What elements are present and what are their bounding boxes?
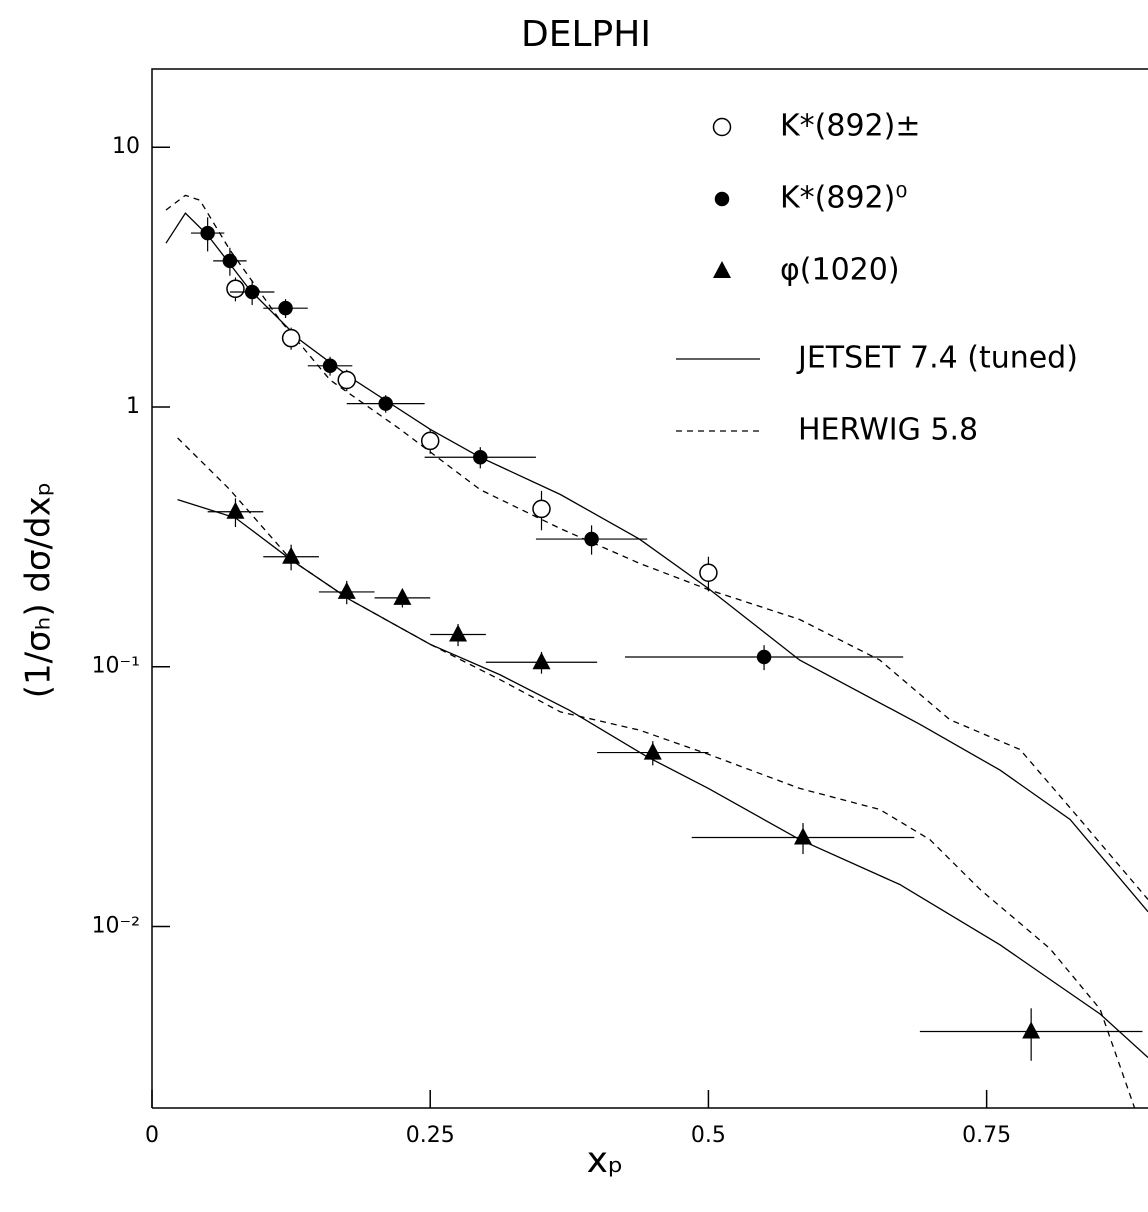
x-tick-label: 0.25 — [406, 1123, 455, 1148]
data-point — [393, 587, 412, 605]
model-curve — [177, 498, 1148, 1058]
data-point — [1022, 1021, 1041, 1039]
data-point — [756, 649, 772, 665]
data-point — [449, 624, 468, 642]
legend-label: φ(1020) — [780, 253, 900, 288]
data-point — [278, 300, 293, 316]
x-tick-label: 0.75 — [962, 1123, 1011, 1148]
y-tick-label: 10⁻² — [92, 913, 140, 938]
x-axis-label: xₚ — [587, 1140, 624, 1181]
legend-marker — [713, 261, 731, 278]
data-point — [200, 225, 215, 241]
data-point — [532, 499, 551, 519]
model-curve — [165, 212, 1148, 913]
data-point — [699, 563, 718, 582]
x-tick-label: 0 — [145, 1123, 159, 1148]
data-point — [281, 328, 301, 348]
model-curve — [177, 437, 1136, 1108]
legend-marker — [712, 117, 732, 137]
data-point — [244, 284, 260, 300]
data-point — [337, 581, 356, 599]
data-point — [794, 827, 813, 845]
legend-marker — [714, 191, 730, 207]
data-point — [473, 450, 488, 465]
data-point — [322, 358, 338, 374]
y-axis-label: (1/σₕ) dσ/dxₚ — [19, 482, 59, 699]
plot-frame — [151, 68, 1148, 1109]
data-point — [584, 531, 599, 547]
chart-title: DELPHI — [521, 14, 651, 55]
legend-label: K*(892)⁰ — [780, 181, 907, 216]
data-point — [226, 279, 245, 299]
y-tick-label: 10 — [112, 134, 140, 159]
data-point — [222, 253, 238, 269]
plot-area — [165, 194, 1148, 1108]
data-point — [532, 652, 551, 670]
data-point — [378, 396, 393, 411]
legend-label: HERWIG 5.8 — [798, 413, 978, 448]
data-point — [337, 370, 356, 390]
legend-label: JETSET 7.4 (tuned) — [796, 341, 1078, 376]
legend-label: K*(892)± — [780, 109, 920, 144]
data-point — [420, 431, 440, 451]
y-tick-label: 1 — [126, 394, 140, 419]
data-point — [643, 742, 662, 760]
data-point — [282, 546, 301, 564]
data-point — [226, 501, 245, 519]
x-tick-label: 0.5 — [691, 1123, 726, 1148]
model-curve — [165, 194, 1148, 900]
y-tick-label: 10⁻¹ — [92, 654, 140, 679]
